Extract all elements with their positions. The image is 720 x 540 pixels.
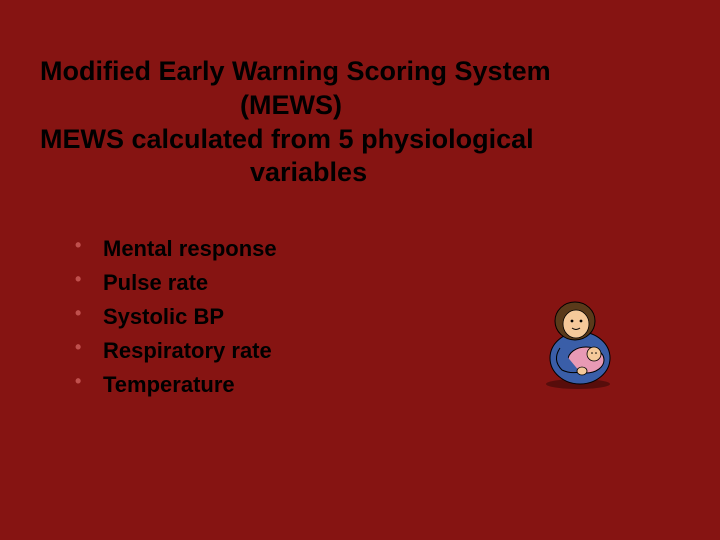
mother-and-baby-icon	[528, 298, 628, 390]
title-line-2: MEWS calculated from 5 physiological	[40, 123, 680, 157]
title-line-2b: variables	[40, 156, 680, 190]
list-item: Pulse rate	[75, 266, 680, 300]
title-line-1b: (MEWS)	[40, 89, 680, 123]
slide-container: Modified Early Warning Scoring System (M…	[0, 0, 720, 540]
slide-title: Modified Early Warning Scoring System (M…	[40, 55, 680, 190]
list-item: Mental response	[75, 232, 680, 266]
title-line-1: Modified Early Warning Scoring System	[40, 55, 680, 89]
